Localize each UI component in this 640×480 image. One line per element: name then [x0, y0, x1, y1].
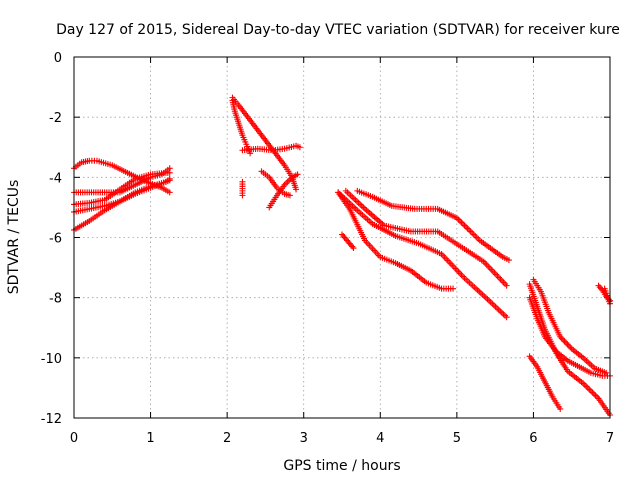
- data-point: [458, 219, 465, 226]
- data-point: [283, 180, 290, 187]
- data-point: [587, 387, 594, 394]
- y-axis-title: SDTVAR / TECUs: [6, 180, 22, 295]
- data-point: [284, 178, 291, 185]
- data-point: [603, 369, 610, 376]
- data-point: [296, 144, 303, 151]
- data-point: [470, 231, 477, 238]
- data-point: [459, 220, 466, 227]
- chart-title: Day 127 of 2015, Sidereal Day-to-day VTE…: [56, 22, 620, 38]
- data-point: [350, 245, 357, 252]
- series-arc-18: [526, 281, 613, 418]
- data-point: [567, 344, 574, 351]
- data-point: [469, 229, 476, 236]
- series-arc-11: [266, 171, 301, 211]
- data-point: [472, 232, 479, 239]
- data-point: [294, 171, 301, 178]
- series-arc-19: [530, 276, 610, 376]
- data-point: [473, 234, 480, 241]
- data-point: [247, 150, 254, 157]
- plot-frame: [73, 56, 611, 419]
- data-point: [466, 226, 473, 233]
- data-point: [461, 222, 468, 229]
- data-point: [505, 257, 512, 264]
- data-point: [557, 405, 564, 412]
- data-point: [589, 389, 596, 396]
- data-point: [503, 314, 510, 321]
- series-arc-20: [526, 294, 613, 379]
- series-arc-16: [354, 187, 512, 264]
- data-points: [71, 94, 613, 418]
- data-point: [166, 177, 173, 184]
- series-arc-9: [239, 142, 303, 154]
- data-point: [166, 169, 173, 176]
- data-point: [503, 282, 510, 289]
- data-point: [564, 341, 571, 348]
- series-arc-14: [335, 189, 510, 321]
- x-tick-label: 2: [223, 431, 231, 446]
- data-point: [581, 381, 588, 388]
- grid: [74, 57, 610, 418]
- data-point: [475, 236, 482, 243]
- data-point: [293, 186, 300, 193]
- data-point: [239, 192, 246, 199]
- data-point: [286, 192, 293, 199]
- x-tick-label: 7: [606, 431, 614, 446]
- x-tick-label: 4: [376, 431, 384, 446]
- data-point: [456, 217, 463, 224]
- tick-labels: 0 1 2 3 4 5 6 7 0 -2 -4 -6 -8 -10 -12: [41, 51, 614, 446]
- data-point: [593, 393, 600, 400]
- series-arc-17: [526, 353, 564, 412]
- x-tick-label: 3: [300, 431, 308, 446]
- data-point: [565, 342, 572, 349]
- series-arc-15: [342, 187, 510, 289]
- y-tick-label: -8: [49, 292, 62, 307]
- y-tick-label: -4: [49, 171, 62, 186]
- data-point: [592, 392, 599, 399]
- data-point: [584, 384, 591, 391]
- data-point: [583, 383, 590, 390]
- y-tick-label: -6: [49, 232, 62, 247]
- x-tick-label: 5: [453, 431, 461, 446]
- data-point: [467, 228, 474, 235]
- x-tick-label: 1: [146, 431, 154, 446]
- series-arc-13: [335, 189, 457, 292]
- data-point: [560, 336, 567, 343]
- data-point: [166, 189, 173, 196]
- series-arc-3: [71, 169, 173, 208]
- y-tick-label: 0: [54, 51, 62, 66]
- data-point: [562, 339, 569, 346]
- data-point: [590, 390, 597, 397]
- data-point: [586, 386, 593, 393]
- x-tick-label: 0: [70, 431, 78, 446]
- y-tick-label: -12: [41, 412, 62, 427]
- series-arc-12: [339, 231, 357, 252]
- x-axis-title: GPS time / hours: [283, 458, 400, 474]
- y-tick-label: -10: [41, 352, 62, 367]
- series-arc-6: [239, 178, 246, 199]
- data-point: [463, 223, 470, 230]
- x-tick-label: 6: [529, 431, 537, 446]
- data-point: [561, 338, 568, 345]
- data-point: [464, 225, 471, 232]
- data-point: [450, 285, 457, 292]
- y-tick-label: -2: [49, 111, 62, 126]
